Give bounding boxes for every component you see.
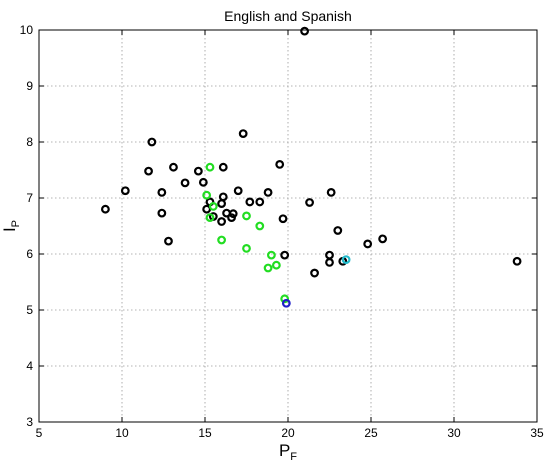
axis-ticks: 5 10 15 20 25 30 35 3 4 5 6 7 8 9 10 [20, 23, 544, 440]
y-tick-label: 4 [26, 359, 33, 373]
data-point [218, 192, 228, 202]
x-tick-label: 10 [115, 426, 129, 440]
data-point [217, 217, 227, 226]
data-point [169, 162, 178, 172]
data-point [267, 250, 276, 260]
data-point [280, 294, 290, 304]
x-tick-label: 30 [447, 426, 461, 440]
x-tick-label: 15 [198, 426, 212, 440]
data-point [263, 263, 273, 273]
data-points [100, 26, 522, 308]
y-axis-label: IP [0, 220, 22, 232]
x-axis-label-main: P [279, 441, 290, 460]
data-point [245, 197, 255, 207]
y-tick-label: 10 [20, 23, 34, 37]
data-point [325, 258, 334, 267]
data-point [242, 211, 251, 221]
y-tick-label: 3 [26, 415, 33, 429]
series-4 [341, 255, 351, 265]
series-3 [281, 298, 291, 308]
x-tick-label: 25 [364, 426, 378, 440]
data-point [255, 197, 265, 207]
data-point [205, 213, 215, 223]
data-point [255, 221, 265, 231]
y-tick-label: 8 [26, 135, 33, 149]
data-point [180, 178, 190, 188]
data-point [233, 186, 243, 196]
data-point [333, 226, 343, 235]
data-point [147, 137, 157, 147]
x-tick-label: 5 [36, 426, 43, 440]
data-point [300, 26, 310, 36]
data-point [281, 298, 291, 308]
y-tick-label: 6 [26, 247, 33, 261]
y-tick-label: 7 [26, 191, 33, 205]
data-point [341, 255, 351, 265]
data-point [205, 162, 215, 172]
data-point [198, 177, 208, 187]
data-point [280, 250, 290, 260]
data-point [218, 162, 228, 172]
x-axis-label-subscript: F [290, 451, 297, 463]
data-point [164, 236, 173, 246]
x-tick-label: 20 [281, 426, 295, 440]
data-point [378, 234, 388, 244]
chart-title: English and Spanish [224, 8, 352, 24]
y-axis-label-subscript: P [10, 220, 22, 227]
data-point [263, 187, 273, 197]
data-point [326, 187, 336, 197]
data-point [238, 129, 248, 139]
data-point [310, 268, 319, 278]
data-point [217, 235, 227, 245]
data-point [208, 201, 218, 211]
data-point [144, 166, 153, 176]
data-point [271, 260, 281, 270]
y-tick-label: 9 [26, 79, 33, 93]
data-point [363, 239, 373, 249]
data-point [228, 209, 238, 219]
data-point [120, 186, 130, 196]
data-point [305, 198, 314, 207]
series-2 [202, 162, 290, 304]
data-point [157, 187, 167, 197]
data-point [512, 256, 522, 266]
x-tick-label: 35 [530, 426, 544, 440]
y-tick-label: 5 [26, 303, 33, 317]
data-point [242, 243, 251, 253]
data-point [193, 166, 203, 176]
data-point [275, 159, 285, 169]
y-axis-label-main: I [0, 227, 19, 232]
data-point [100, 204, 110, 214]
x-axis-label: PF [279, 441, 297, 463]
data-point [157, 208, 167, 218]
data-point [278, 214, 288, 224]
data-point [202, 190, 212, 200]
